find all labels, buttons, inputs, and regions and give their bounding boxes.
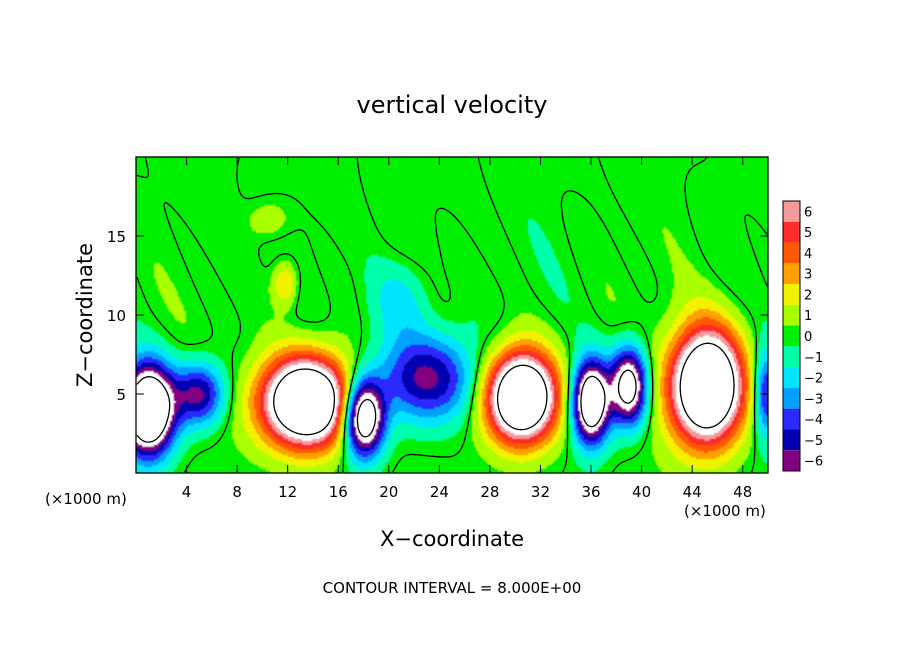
colorbar-label: −3: [804, 392, 823, 407]
colorbar-label: −4: [804, 413, 823, 428]
y-unit-label: (×1000 m): [684, 502, 766, 520]
heatmap-field: [136, 157, 768, 473]
contour-interval-note: CONTOUR INTERVAL = 8.000E+00: [323, 579, 582, 597]
x-tick-label: 44: [683, 483, 702, 501]
colorbar-label: −2: [804, 372, 823, 387]
x-tick-label: 12: [278, 483, 297, 501]
x-axis-label: X−coordinate: [380, 527, 524, 551]
colorbar-segment: [783, 325, 800, 347]
x-tick-label: 48: [733, 483, 752, 501]
colorbar-segment: [783, 201, 800, 222]
colorbar-segment: [783, 242, 800, 264]
colorbar-segment: [783, 387, 800, 409]
x-tick-label: 24: [430, 483, 449, 501]
colorbar-segment: [783, 221, 800, 243]
colorbar-label: 5: [804, 226, 812, 241]
plot-area: [135, 156, 769, 474]
x-axis-ticks: 4 8 12 16 20 24 28 32 36 40 44 48: [182, 157, 752, 501]
x-tick-label: 32: [531, 483, 550, 501]
y-tick-label: 15: [107, 228, 126, 246]
colorbar-label: 4: [804, 247, 812, 262]
y-tick-label: 10: [107, 307, 126, 325]
colorbar-frame: [782, 200, 801, 472]
colorbar-segment: [783, 284, 800, 305]
x-tick-label: 4: [182, 483, 192, 501]
colorbar-segment: [783, 304, 800, 326]
x-tick-label: 28: [480, 483, 499, 501]
x-tick-label: 20: [379, 483, 398, 501]
chart-title: vertical velocity: [357, 91, 548, 119]
y-axis-ticks: 5 10 15: [107, 228, 768, 404]
contour-line: [136, 157, 768, 473]
contour-lines: [136, 157, 768, 473]
colorbar: 6 5 4 3 2 1 0 −1 −2 −3 −4 −5 −6: [782, 200, 823, 472]
colorbar-segment: [783, 367, 800, 388]
colorbar-label: −1: [804, 351, 823, 366]
colorbar-label: 0: [804, 330, 812, 345]
colorbar-label: −6: [804, 455, 823, 470]
x-tick-label: 16: [329, 483, 348, 501]
y-axis-label: Z−coordinate: [73, 243, 97, 387]
contour-line-negative: [136, 369, 637, 443]
colorbar-segment: [783, 429, 800, 451]
colorbar-segment: [783, 408, 800, 430]
colorbar-label: 2: [804, 288, 812, 303]
x-tick-label: 36: [581, 483, 600, 501]
x-tick-label: 40: [632, 483, 651, 501]
colorbar-label: −5: [804, 434, 823, 449]
colorbar-segment: [783, 263, 800, 285]
x-unit-label: (×1000 m): [45, 490, 127, 508]
y-tick-label: 5: [116, 386, 126, 404]
contour-line: [273, 342, 735, 436]
colorbar-segment: [783, 450, 800, 471]
colorbar-label: 6: [804, 205, 812, 220]
colorbar-label: 1: [804, 309, 812, 324]
colorbar-label: 3: [804, 268, 812, 283]
x-tick-label: 8: [232, 483, 242, 501]
colorbar-segment: [783, 346, 800, 368]
